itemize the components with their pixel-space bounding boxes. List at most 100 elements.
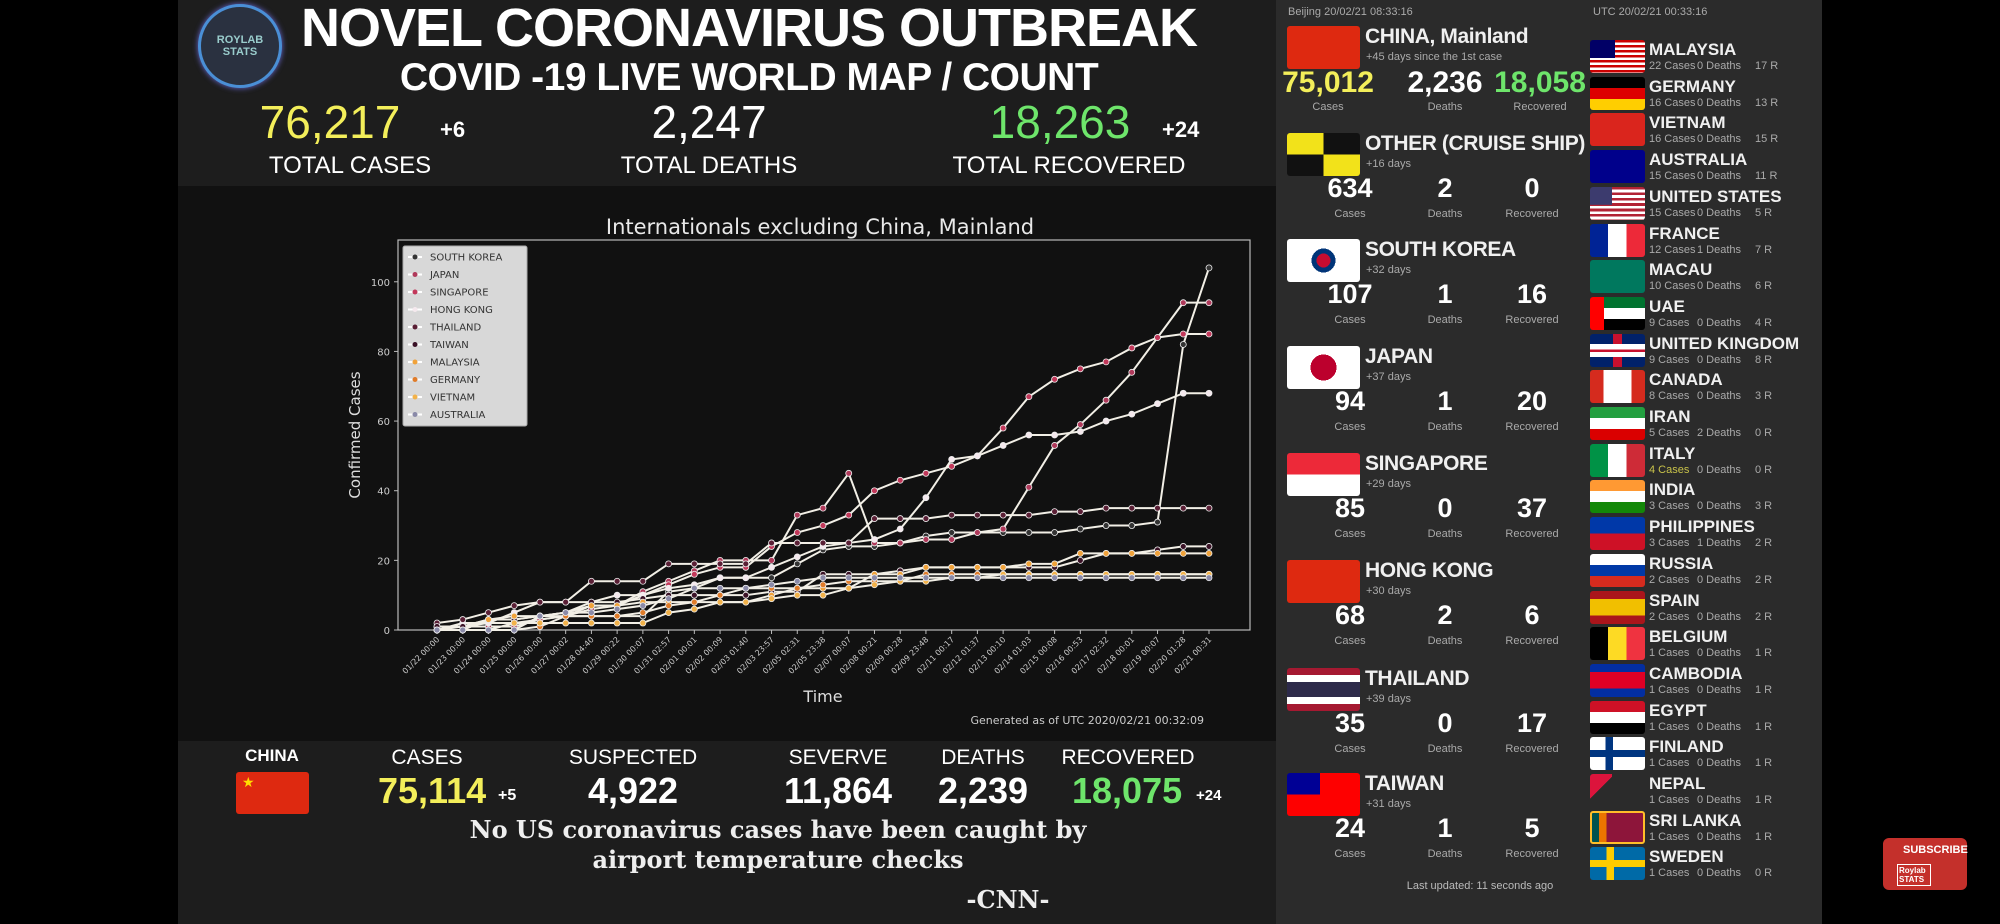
data-point [665, 595, 672, 603]
series-vietnam [433, 570, 1213, 634]
country-stats: 9 Cases 0 Deaths 4 R [1649, 317, 1779, 329]
recovered-value: 37 [1516, 493, 1548, 523]
data-point [639, 609, 647, 616]
page-title: NOVEL CORONAVIRUS OUTBREAK [300, 0, 1198, 58]
data-point [999, 424, 1007, 432]
data-point [485, 626, 492, 634]
cases-label: Cases [1334, 314, 1366, 326]
legend-label: HONG KONG [430, 305, 493, 316]
cases-count: 5 Cases [1649, 427, 1690, 439]
total-cases-value: 76,217 [259, 96, 401, 148]
deaths-label: Deaths [1427, 421, 1463, 433]
country-name: ITALY [1649, 443, 1696, 463]
data-point [536, 598, 544, 606]
recovered-count: 17 R [1755, 60, 1779, 72]
legend-label: GERMANY [430, 375, 481, 386]
legend-marker [412, 377, 418, 382]
data-point [845, 511, 853, 519]
data-point [948, 462, 956, 470]
deaths-count: 0 Deaths [1697, 867, 1742, 880]
data-point [1025, 529, 1033, 536]
data-point [793, 591, 801, 599]
subscribe-button[interactable]: SUBSCRIBE Roylab STATS [1883, 838, 1968, 890]
cases-count: 1 Cases [1649, 830, 1690, 843]
data-point [999, 442, 1007, 449]
cases-value: 107 [1327, 279, 1373, 309]
data-point [690, 605, 698, 613]
cases-count: 2 Cases [1649, 610, 1690, 623]
data-point [819, 504, 827, 512]
recovered-label: Recovered [1505, 743, 1559, 755]
recovered-label: Recovered [1513, 101, 1567, 113]
recovered-count: 15 R [1755, 133, 1779, 146]
deaths-count: 1 Deaths [1697, 243, 1742, 256]
y-tick-label: 60 [377, 417, 390, 428]
data-point [690, 598, 698, 606]
china-recovered-delta: +24 [1196, 787, 1222, 804]
data-point [1205, 330, 1213, 338]
data-point [639, 602, 647, 610]
uk-flag-icon [1590, 333, 1645, 367]
data-point [1179, 549, 1187, 557]
country-stats: 9 Cases 0 Deaths 8 R [1649, 354, 1779, 366]
legend-marker [412, 394, 418, 400]
beijing-time: Beijing 20/02/21 08:33:16 [1288, 6, 1413, 18]
data-point [922, 494, 930, 502]
data-point [974, 563, 981, 571]
data-point [768, 563, 775, 571]
deaths-count: 2 Deaths [1697, 427, 1742, 439]
data-point [588, 577, 595, 585]
subscribe-logo-text: Roylab STATS [1897, 864, 1931, 886]
recovered-label: Recovered [1505, 528, 1559, 540]
country-stats: 16 Cases 0 Deaths 13 R [1649, 97, 1779, 109]
cases-count: 9 Cases [1649, 316, 1690, 329]
country-name: PHILIPPINES [1649, 517, 1755, 537]
legend-label: MALAYSIA [430, 358, 480, 369]
cases-label: Cases [1334, 635, 1366, 647]
country-name: FRANCE [1649, 223, 1720, 243]
deaths-count: 0 Deaths [1697, 206, 1742, 219]
cases-count: 3 Cases [1649, 537, 1690, 550]
cases-count: 1 Cases [1649, 647, 1690, 660]
data-point [1128, 368, 1136, 376]
country-name: VIETNAM [1649, 113, 1726, 133]
country-stats: 1 Cases 0 Deaths 1 R [1649, 684, 1779, 696]
data-point [793, 577, 801, 585]
data-point [1102, 522, 1110, 529]
days-since-first-case: +37 days [1366, 371, 1411, 383]
data-point [613, 612, 621, 620]
data-point [1205, 574, 1213, 582]
legend-marker [412, 324, 418, 330]
country-stats: 1 Cases 0 Deaths 1 R [1649, 757, 1779, 769]
cases-value: 24 [1334, 813, 1366, 843]
country-name: MALAYSIA [1649, 40, 1737, 59]
data-point [974, 529, 981, 536]
quote-line-1: No US coronavirus cases have been caught… [469, 815, 1087, 844]
taiwan-flag-icon [1287, 773, 1360, 816]
country-name: UNITED KINGDOM [1649, 333, 1800, 353]
country-stats: 12 Cases 1 Deaths 7 R [1649, 244, 1779, 256]
legend-marker [412, 289, 418, 295]
recovered-label: Recovered [1505, 848, 1559, 860]
data-point [922, 515, 930, 522]
sri-lanka-flag-icon [1590, 810, 1645, 844]
data-point [1179, 574, 1187, 582]
data-point [793, 529, 801, 536]
data-point [1025, 431, 1033, 439]
deaths-count: 0 Deaths [1697, 353, 1742, 366]
deaths-value: 0 [1437, 708, 1453, 738]
total-deaths-value: 2,247 [651, 96, 767, 148]
data-point [896, 539, 904, 547]
cases-value: 85 [1334, 493, 1366, 523]
days-since-first-case: +39 days [1366, 693, 1411, 705]
data-point [1102, 417, 1110, 425]
china-recovered-label: RECOVERED [1061, 746, 1195, 769]
country-name: JAPAN [1365, 345, 1433, 368]
recovered-value: 17 [1516, 708, 1548, 738]
country-name: SWEDEN [1649, 847, 1724, 867]
x-axis-label: Time [802, 687, 842, 706]
recovered-count: 5 R [1755, 206, 1773, 219]
data-point [948, 536, 956, 543]
cases-count: 9 Cases [1649, 353, 1690, 366]
data-point [588, 602, 595, 610]
